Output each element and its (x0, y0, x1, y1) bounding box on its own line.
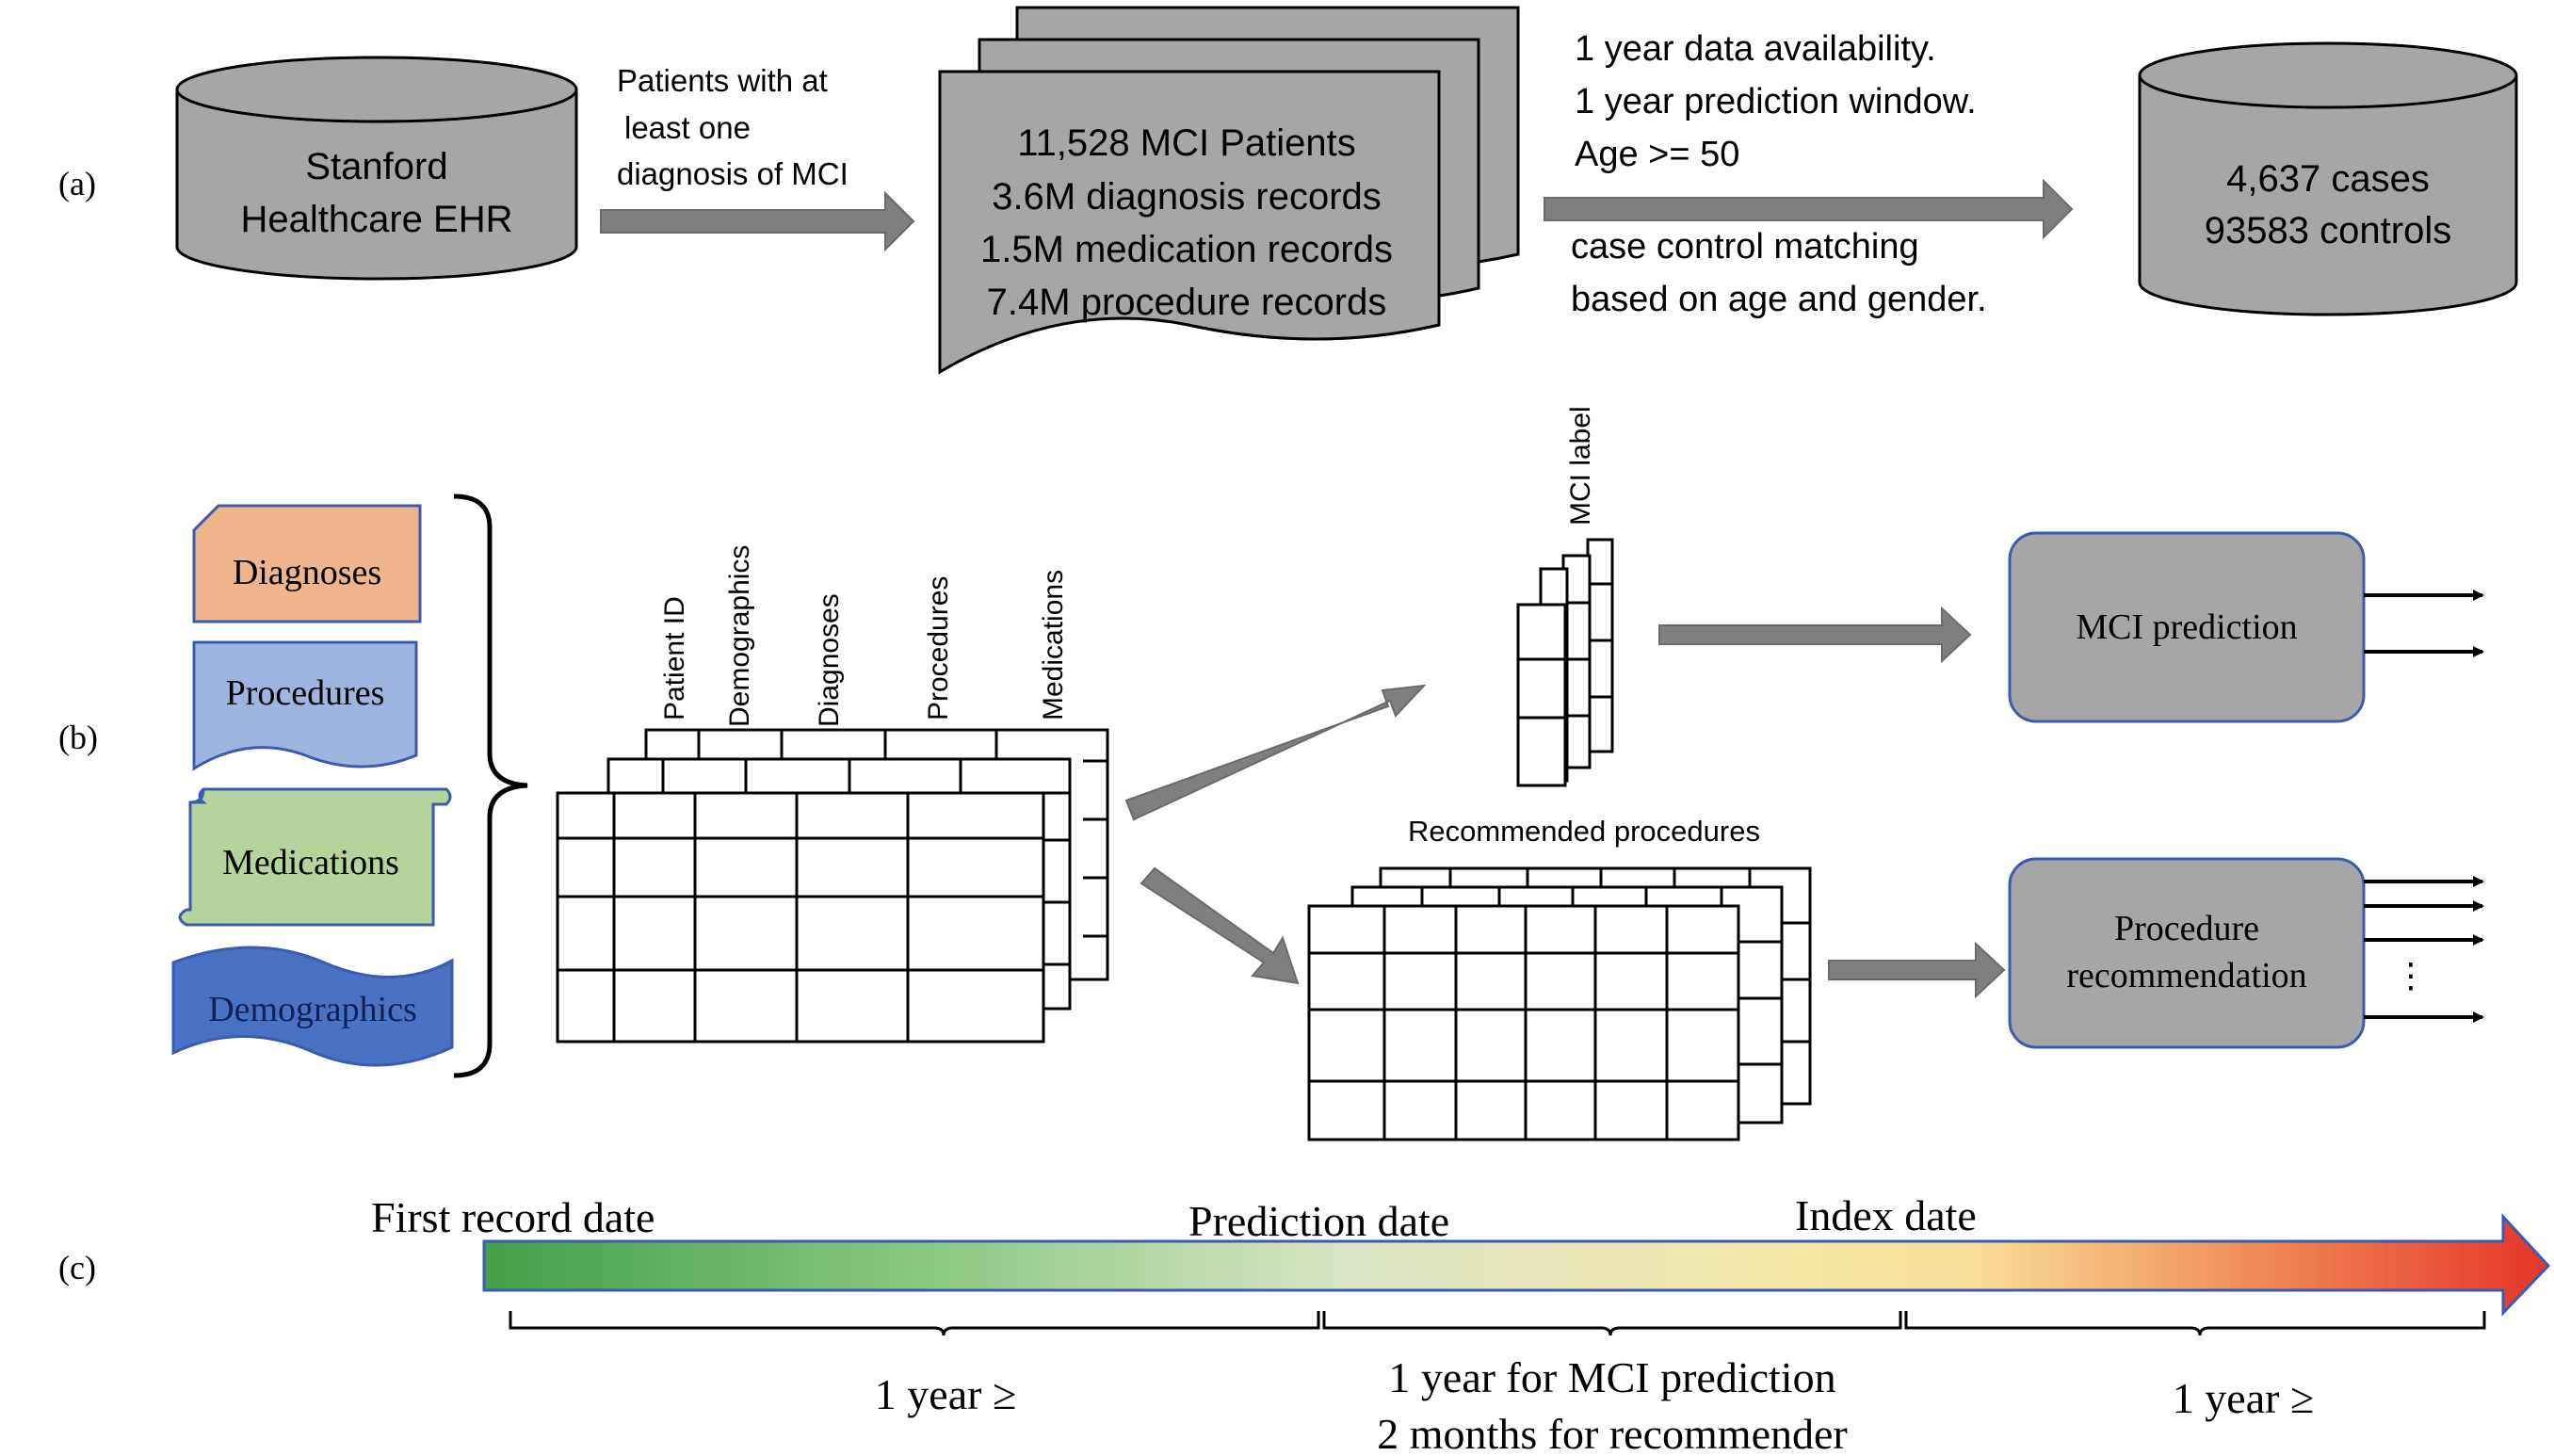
filter-note-line-1: Patients with at (617, 63, 828, 98)
criteria-line-1: 1 year data availability. (1575, 29, 1936, 69)
timeline-span-3: 1 year ≥ (2173, 1374, 2314, 1422)
cohort-database-cylinder: 4,637 cases 93583 controls (2138, 41, 2518, 316)
matching-line-1: case control matching (1571, 227, 1919, 267)
grouping-brace (453, 493, 528, 1078)
procedures-source: Procedures (192, 640, 418, 771)
timeline-prediction-date: Prediction date (1188, 1197, 1449, 1245)
records-line-medication: 1.5M medication records (980, 229, 1393, 270)
demographics-source: Demographics (171, 946, 454, 1067)
ehr-database-cylinder: Stanford Healthcare EHR (175, 56, 578, 281)
timeline-span-2-line-2: 2 months for recommender (1377, 1410, 1847, 1456)
procedure-recommendation-model: Procedure recommendation (2008, 857, 2366, 1049)
procedure-recommendation-label-1: Procedure (2114, 909, 2259, 948)
records-line-procedure: 7.4M procedure records (987, 282, 1387, 323)
records-line-patients: 11,528 MCI Patients (1017, 122, 1355, 164)
timeline-brace-1 (509, 1311, 1320, 1336)
column-header-demographics: Demographics (724, 545, 755, 727)
panel-label-b: (b) (58, 719, 98, 756)
filter-arrow (600, 190, 915, 252)
procedures-label: Procedures (226, 673, 385, 713)
column-header-patient-id: Patient ID (659, 596, 690, 720)
column-header-medications: Medications (1038, 570, 1069, 720)
recommendation-output-ellipsis: ⋮ (2394, 956, 2428, 995)
to-prediction-arrow (1658, 606, 1972, 664)
matching-line-2: based on age and gender. (1571, 280, 1987, 319)
mci-prediction-model: MCI prediction (2008, 531, 2366, 723)
timeline-span-1: 1 year ≥ (875, 1370, 1016, 1418)
cohort-cases: 4,637 cases (2226, 158, 2430, 200)
timeline-first-record-date: First record date (371, 1193, 655, 1241)
criteria-line-3: Age >= 50 (1575, 135, 1739, 174)
records-line-diagnosis: 3.6M diagnosis records (992, 176, 1382, 218)
filter-note-line-2: least one (624, 110, 751, 145)
cohort-controls: 93583 controls (2205, 210, 2451, 251)
recommended-procedures-title: Recommended procedures (1408, 815, 1760, 848)
timeline-arrow (482, 1213, 2551, 1317)
column-header-procedures: Procedures (923, 576, 954, 720)
criteria-line-2: 1 year prediction window. (1575, 82, 1977, 121)
mci-prediction-label: MCI prediction (2076, 607, 2297, 647)
diagnoses-source: Diagnoses (192, 504, 422, 623)
procedure-recommendation-label-2: recommendation (2066, 956, 2306, 995)
to-recommended-arrow (1140, 866, 1300, 985)
timeline-index-date: Index date (1795, 1191, 1977, 1239)
to-label-arrow (1124, 684, 1427, 821)
timeline-brace-3 (1904, 1311, 2486, 1336)
feature-table-stack (556, 728, 1109, 1043)
diagnoses-label: Diagnoses (233, 553, 381, 592)
mci-label-vector-stack (1516, 538, 1614, 787)
timeline-span-2-line-1: 1 year for MCI prediction (1388, 1353, 1835, 1401)
panel-label-c: (c) (58, 1249, 96, 1286)
medications-source: Medications (178, 787, 452, 927)
ehr-database-label-1: Stanford (305, 146, 447, 187)
mci-label-header: MCI label (1565, 406, 1596, 526)
panel-label-a: (a) (58, 165, 96, 202)
records-document-stack: 11,528 MCI Patients 3.6M diagnosis recor… (938, 6, 1520, 375)
recommended-procedures-table-stack (1307, 866, 1812, 1141)
matching-arrow (1544, 178, 2074, 240)
column-header-diagnoses: Diagnoses (814, 593, 845, 727)
filter-note-line-3: diagnosis of MCI (617, 156, 849, 191)
ehr-database-label-2: Healthcare EHR (240, 199, 512, 240)
medications-label: Medications (222, 843, 399, 882)
to-recommendation-arrow (1828, 941, 2006, 999)
timeline-brace-2 (1322, 1311, 1902, 1336)
demographics-label: Demographics (208, 990, 417, 1029)
